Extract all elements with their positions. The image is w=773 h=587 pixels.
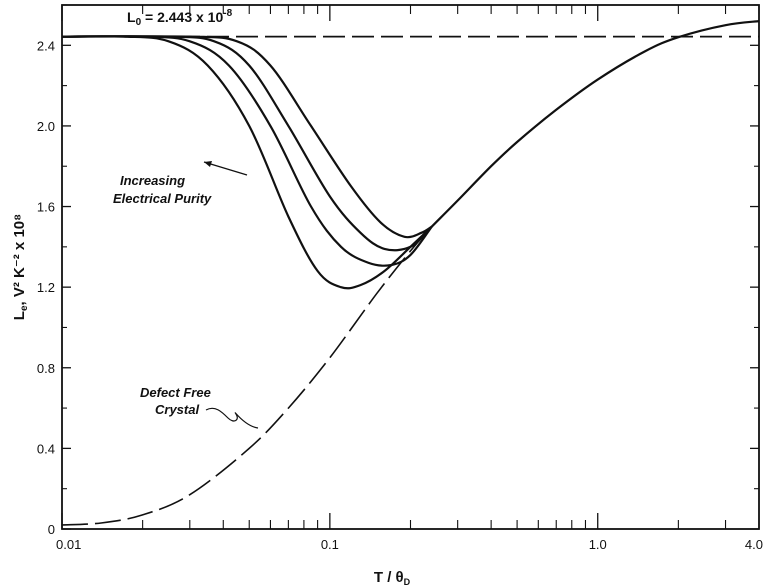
series-layer bbox=[61, 20, 760, 526]
y-tick-label: 0.8 bbox=[37, 361, 55, 376]
series-line-3 bbox=[61, 35, 433, 267]
l0-annotation: L0 = 2.443 x 10-8 bbox=[127, 8, 233, 28]
y-tick-label: 2.4 bbox=[37, 38, 55, 53]
defect-label-line1: Defect Free bbox=[140, 385, 211, 400]
ticks bbox=[61, 4, 760, 530]
l0-eq: = 2.443 x 10 bbox=[141, 9, 223, 25]
tick-labels: 0 0.4 0.8 1.2 1.6 2.0 2.4 0.01 0.1 1.0 4.0 bbox=[37, 38, 763, 552]
y-tick-label: 0.4 bbox=[37, 441, 55, 456]
series-line-7 bbox=[430, 20, 760, 228]
purity-label-line2: Electrical Purity bbox=[113, 191, 212, 206]
defect-leader bbox=[205, 407, 259, 429]
x-axis-label: T / θD bbox=[374, 569, 411, 587]
plot-frame bbox=[61, 4, 760, 530]
l0-prefix: L bbox=[127, 9, 136, 25]
y-tick-label: 2.0 bbox=[37, 119, 55, 134]
purity-arrow bbox=[203, 161, 248, 176]
x-tick-label: 1.0 bbox=[589, 537, 607, 552]
x-tick-label: 0.1 bbox=[321, 537, 339, 552]
x-tick-label: 4.0 bbox=[745, 537, 763, 552]
y-tick-label: 1.2 bbox=[37, 280, 55, 295]
series-line-2 bbox=[61, 35, 433, 290]
l0-exp: -8 bbox=[223, 8, 232, 19]
purity-arrowhead bbox=[204, 161, 212, 167]
series-line-6 bbox=[61, 226, 433, 526]
x-tick-label: 0.01 bbox=[56, 537, 81, 552]
y-tick-label: 0 bbox=[48, 522, 55, 537]
purity-label-line1: Increasing bbox=[120, 173, 185, 188]
series-line-5 bbox=[61, 35, 433, 239]
l0-sub: 0 bbox=[136, 17, 142, 28]
y-tick-label: 1.6 bbox=[37, 200, 55, 215]
y-axis-label: Le, V² K⁻² x 10⁸ bbox=[11, 214, 30, 320]
defect-label-line2: Crystal bbox=[155, 402, 199, 417]
